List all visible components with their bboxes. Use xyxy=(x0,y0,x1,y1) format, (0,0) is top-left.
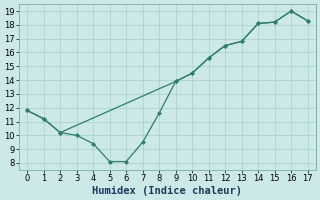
X-axis label: Humidex (Indice chaleur): Humidex (Indice chaleur) xyxy=(92,186,242,196)
